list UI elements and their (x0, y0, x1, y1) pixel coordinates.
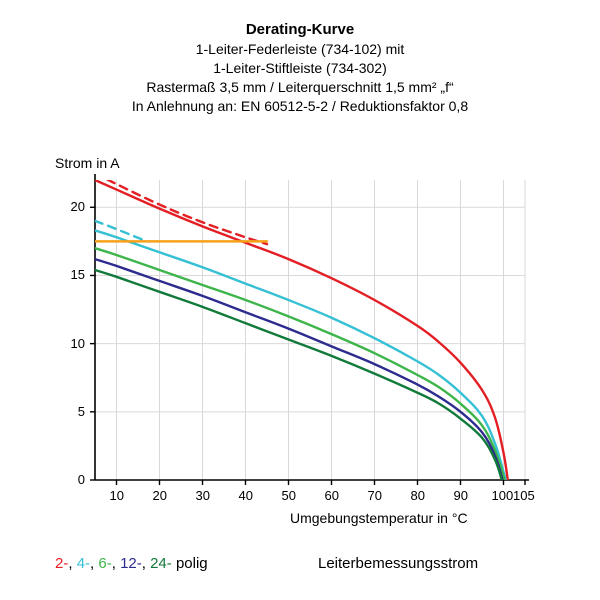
x-tick-label: 90 (454, 488, 468, 503)
x-tick-label: 10 (110, 488, 124, 503)
series-2-solid (95, 180, 508, 480)
y-tick-label: 15 (71, 267, 85, 282)
x-tick-label: 80 (411, 488, 425, 503)
x-tick-label: 60 (325, 488, 339, 503)
x-tick-label: 40 (239, 488, 253, 503)
legend-item: 4- (77, 555, 90, 572)
series-2-dash (95, 173, 267, 244)
x-tick-label: 20 (153, 488, 167, 503)
x-tick-label: 70 (368, 488, 382, 503)
legend-item: 2- (55, 555, 68, 572)
x-tick-label: 105 (513, 488, 535, 503)
legend-suffix: polig (172, 555, 208, 572)
x-tick-label: 50 (282, 488, 296, 503)
x-tick-label: 30 (196, 488, 210, 503)
legend-item: 24- (150, 555, 172, 572)
legend-item: 12- (120, 555, 142, 572)
legend-separator: , (142, 555, 150, 572)
y-tick-label: 5 (78, 404, 85, 419)
legend-separator: , (112, 555, 120, 572)
y-tick-label: 0 (78, 472, 85, 487)
y-tick-label: 10 (71, 336, 85, 351)
legend-rated: Leiterbemessungsstrom (310, 555, 478, 573)
legend-separator: , (68, 555, 76, 572)
x-tick-label: 100 (492, 488, 514, 503)
x-axis-title: Umgebungstemperatur in °C (290, 510, 468, 526)
legend-rated-label: Leiterbemessungsstrom (318, 555, 478, 572)
y-tick-label: 20 (71, 199, 85, 214)
series-12-solid (95, 259, 503, 480)
legend-item: 6- (98, 555, 111, 572)
series-6-solid (95, 248, 505, 480)
legend-series: 2-, 4-, 6-, 12-, 24- polig (55, 555, 208, 572)
page: Derating-Kurve 1-Leiter-Federleiste (734… (0, 0, 600, 600)
